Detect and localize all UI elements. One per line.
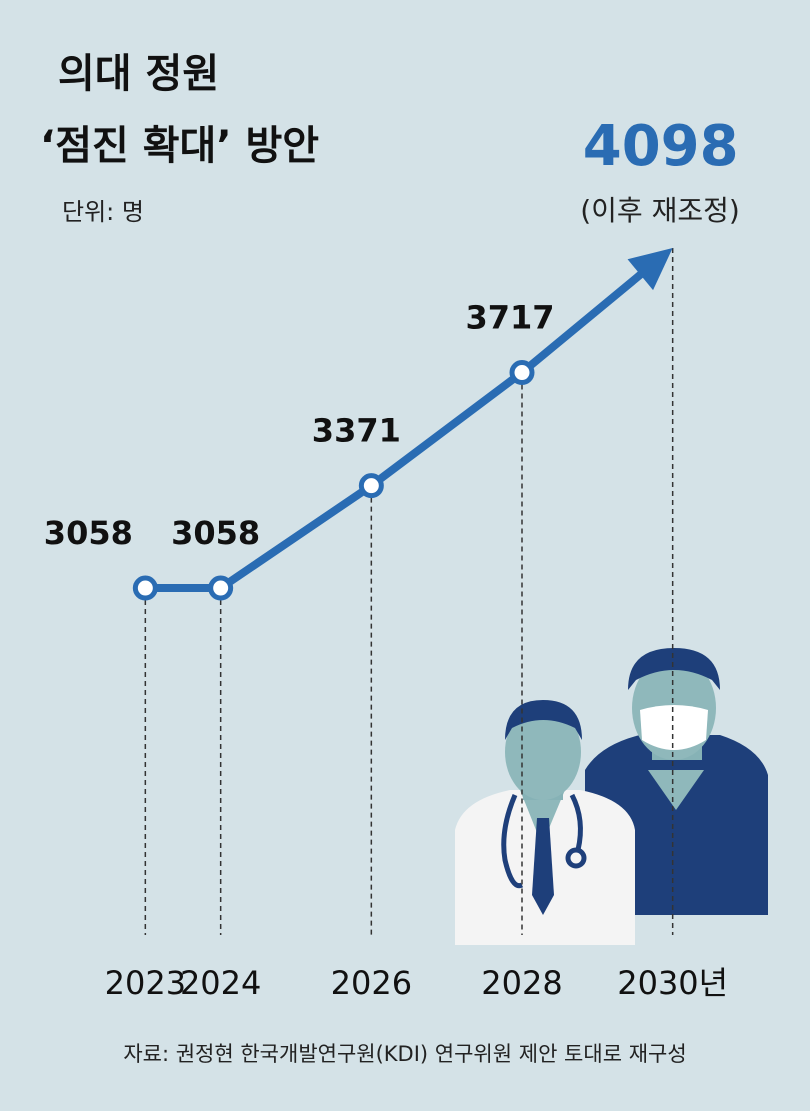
- source: 자료: 권정현 한국개발연구원(KDI) 연구위원 제안 토대로 재구성: [123, 1042, 686, 1066]
- value-label: 3717: [465, 299, 554, 337]
- chart-title: 의대 정원: [58, 51, 219, 97]
- value-label: 3058: [44, 514, 133, 552]
- x-tick-label: 2023: [105, 964, 186, 1002]
- illustration: [455, 648, 768, 945]
- chart-title: ‘점진 확대’ 방안: [40, 123, 319, 169]
- arrow-head: [627, 247, 673, 291]
- x-tick-label: 2028: [481, 964, 562, 1002]
- x-tick-label: 2024: [180, 964, 261, 1002]
- x-tick-label: 2026: [331, 964, 412, 1002]
- value-label: 3058: [171, 514, 260, 552]
- x-tick-label: 2030년: [617, 964, 728, 1002]
- annotation: (이후 재조정): [580, 194, 740, 227]
- point: [509, 360, 535, 386]
- value-label: 4098: [583, 114, 739, 179]
- point: [358, 473, 384, 499]
- point: [208, 575, 234, 601]
- value-label: 3371: [312, 412, 401, 450]
- unit-label: 단위: 명: [62, 198, 144, 226]
- point: [132, 575, 158, 601]
